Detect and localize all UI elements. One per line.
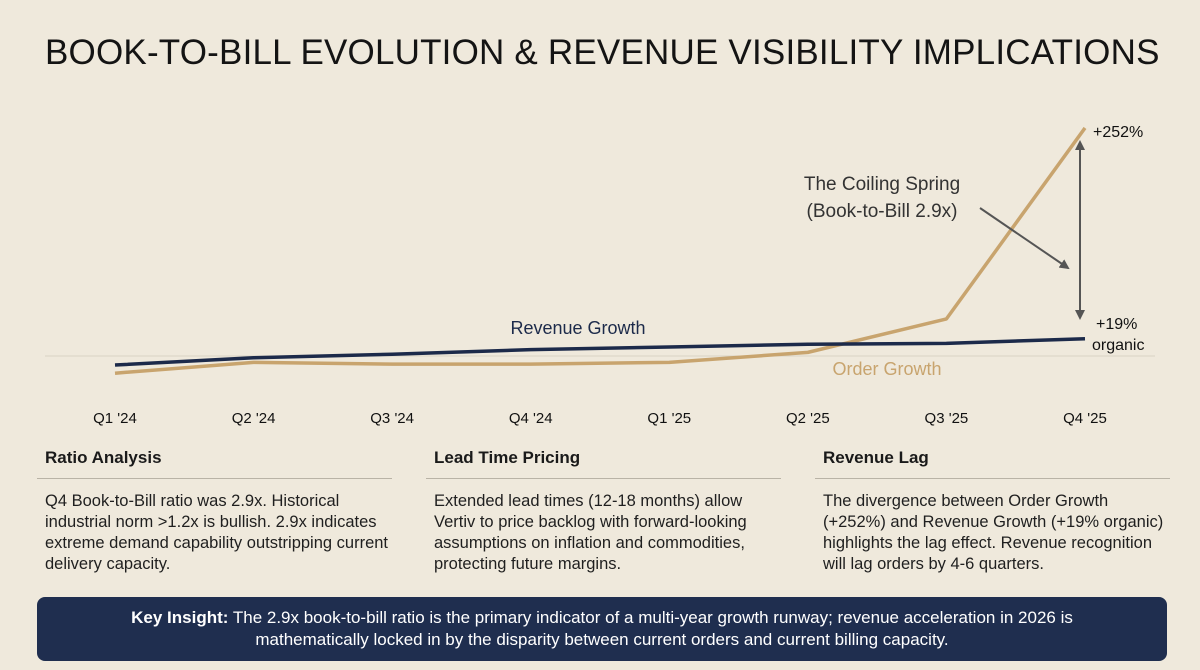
spring-annotation-line2: (Book-to-Bill 2.9x) (807, 201, 958, 222)
line-chart: Q1 '24 Q2 '24 Q3 '24 Q4 '24 Q1 '25 Q2 '25 Q3 '… (45, 124, 1155, 427)
column-lead-time-pricing: Lead Time Pricing Extended lead times (1… (426, 448, 781, 575)
spring-pointer-arrow (979, 207, 1070, 270)
x-tick-label: Q1 '25 (647, 410, 691, 427)
revenue-end-sublabel: organic (1092, 337, 1144, 354)
key-insight-text: The 2.9x book-to-bill ratio is the prima… (228, 608, 1073, 649)
x-tick-label: Q1 '24 (93, 410, 137, 427)
x-tick-label: Q2 '24 (232, 410, 276, 427)
column-body: Extended lead times (12-18 months) allow… (434, 492, 747, 573)
key-insight-label: Key Insight: (131, 608, 229, 627)
x-tick-label: Q3 '24 (370, 410, 414, 427)
column-heading: Lead Time Pricing (434, 448, 581, 467)
spring-annotation-line1: The Coiling Spring (804, 174, 960, 195)
x-tick-label: Q4 '24 (509, 410, 553, 427)
divider (815, 478, 1170, 479)
revenue-series-label: Revenue Growth (510, 318, 645, 338)
x-tick-label: Q4 '25 (1063, 410, 1107, 427)
analysis-columns: Ratio Analysis Q4 Book-to-Bill ratio was… (37, 448, 1170, 575)
divider (37, 478, 392, 479)
page-title: BOOK-TO-BILL EVOLUTION & REVENUE VISIBIL… (45, 33, 1160, 72)
column-heading: Ratio Analysis (45, 448, 162, 467)
column-heading: Revenue Lag (823, 448, 929, 467)
revenue-growth-line (114, 337, 1086, 367)
column-ratio-analysis: Ratio Analysis Q4 Book-to-Bill ratio was… (37, 448, 392, 575)
column-revenue-lag: Revenue Lag The divergence between Order… (815, 448, 1170, 575)
column-body: Q4 Book-to-Bill ratio was 2.9x. Historic… (45, 492, 389, 573)
order-growth-line (114, 126, 1087, 375)
key-insight-banner: Key Insight: The 2.9x book-to-bill ratio… (37, 597, 1167, 661)
x-tick-label: Q3 '25 (925, 410, 969, 427)
revenue-end-label: +19% (1096, 316, 1137, 333)
divider (426, 478, 781, 479)
order-end-label: +252% (1093, 124, 1143, 141)
x-tick-label: Q2 '25 (786, 410, 830, 427)
column-body: The divergence between Order Growth (+25… (823, 492, 1164, 573)
order-series-label: Order Growth (832, 359, 941, 379)
